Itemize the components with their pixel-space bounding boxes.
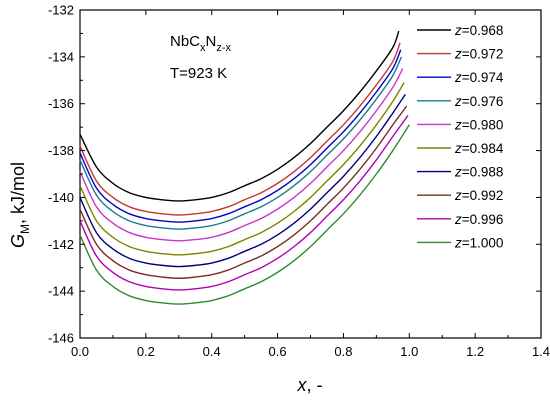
legend-label-9: z=1.000: [454, 235, 503, 250]
x-tick-label: 1.2: [466, 344, 484, 359]
legend: z=0.968 z=0.972 z=0.974 z=0.976 z=0.980 z=0.9…: [417, 23, 504, 250]
legend-label-0: z=0.968: [454, 23, 503, 38]
y-tick-label: -138: [48, 143, 74, 158]
y-tick-label: -144: [48, 284, 74, 299]
legend-label-1: z=0.972: [454, 47, 503, 62]
series-line-3: [79, 56, 403, 230]
y-axis-title: GM, kJ/mol: [8, 162, 32, 248]
y-tick-label: -132: [48, 3, 74, 18]
legend-label-8: z=0.996: [454, 212, 503, 227]
series-layer: [79, 30, 410, 305]
series-line-6: [79, 93, 406, 268]
legend-label-6: z=0.988: [454, 165, 503, 180]
x-tick-label: 0.2: [137, 344, 155, 359]
series-line-9: [79, 124, 410, 305]
y-tick-label: -140: [48, 190, 74, 205]
series-line-4: [79, 68, 404, 242]
x-tick-label: 0.8: [334, 344, 352, 359]
axes-layer: 0.0 0.2 0.4 0.6 0.8 1.0 1.2 1.4 -146 -144 -142 -140…: [48, 3, 550, 360]
y-tick-label: -136: [48, 96, 74, 111]
series-line-0: [79, 30, 400, 202]
x-tick-label: 1.4: [532, 344, 550, 359]
series-line-5: [79, 82, 405, 256]
y-tick-label: -134: [48, 49, 74, 64]
legend-label-3: z=0.976: [454, 94, 503, 109]
x-tick-label: 1.0: [400, 344, 418, 359]
series-line-7: [79, 105, 408, 279]
x-axis-title: x, -: [297, 375, 323, 395]
series-line-1: [79, 42, 401, 216]
legend-label-5: z=0.984: [454, 141, 504, 156]
series-line-8: [79, 115, 409, 291]
series-line-2: [79, 49, 402, 223]
formula-annotation: NbCxNz-x: [170, 33, 232, 54]
temperature-annotation: T=923 K: [170, 65, 227, 82]
legend-label-2: z=0.974: [454, 70, 504, 85]
x-tick-label: 0.4: [203, 344, 221, 359]
legend-label-4: z=0.980: [454, 117, 503, 132]
y-tick-label: -146: [48, 331, 74, 346]
x-tick-label: 0.6: [269, 344, 287, 359]
legend-label-7: z=0.992: [454, 188, 503, 203]
x-tick-label: 0.0: [71, 344, 89, 359]
y-tick-label: -142: [48, 237, 74, 252]
